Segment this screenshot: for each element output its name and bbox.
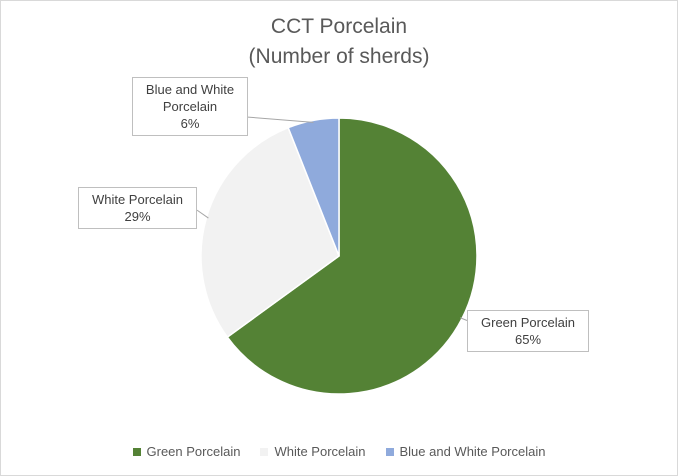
legend-item-green-porcelain: Green Porcelain — [132, 444, 241, 459]
legend-swatch — [132, 447, 141, 456]
legend-item-blue-and-white-porcelain: Blue and White Porcelain — [385, 444, 546, 459]
pie-slice-white-porcelain — [200, 126, 340, 339]
data-label-green-porcelain: Green Porcelain 65% — [467, 310, 589, 352]
data-label-percent: 65% — [514, 332, 542, 347]
legend-label: White Porcelain — [274, 444, 366, 459]
data-label-blue-and-white-porcelain: Blue and White Porcelain 6% — [132, 77, 248, 136]
leader-line — [247, 116, 314, 123]
legend-label: Blue and White Porcelain — [399, 444, 546, 459]
chart-title-line: CCT Porcelain — [270, 15, 408, 38]
legend-swatch — [385, 447, 394, 456]
data-label-percent: 6% — [180, 116, 200, 131]
pie-slice-blue-and-white-porcelain — [287, 117, 340, 257]
legend-swatch — [260, 447, 269, 456]
data-label-name-line1: Blue and White — [145, 82, 235, 97]
legend-label: Green Porcelain — [146, 444, 241, 459]
leader-line — [196, 209, 209, 219]
data-label-percent: 29% — [124, 209, 151, 224]
data-label-name: White Porcelain — [91, 192, 184, 207]
data-label-name-line2: Porcelain — [162, 99, 218, 114]
chart-title: CCT Porcelain (Number of sherds) — [0, 12, 678, 72]
data-label-name: Green Porcelain — [481, 315, 575, 330]
legend-item-white-porcelain: White Porcelain — [260, 444, 366, 459]
chart-legend: Green Porcelain White Porcelain Blue and… — [0, 444, 678, 459]
data-label-white-porcelain: White Porcelain 29% — [78, 187, 197, 229]
chart-subtitle-line: (Number of sherds) — [248, 45, 430, 68]
leader-line — [459, 317, 468, 321]
